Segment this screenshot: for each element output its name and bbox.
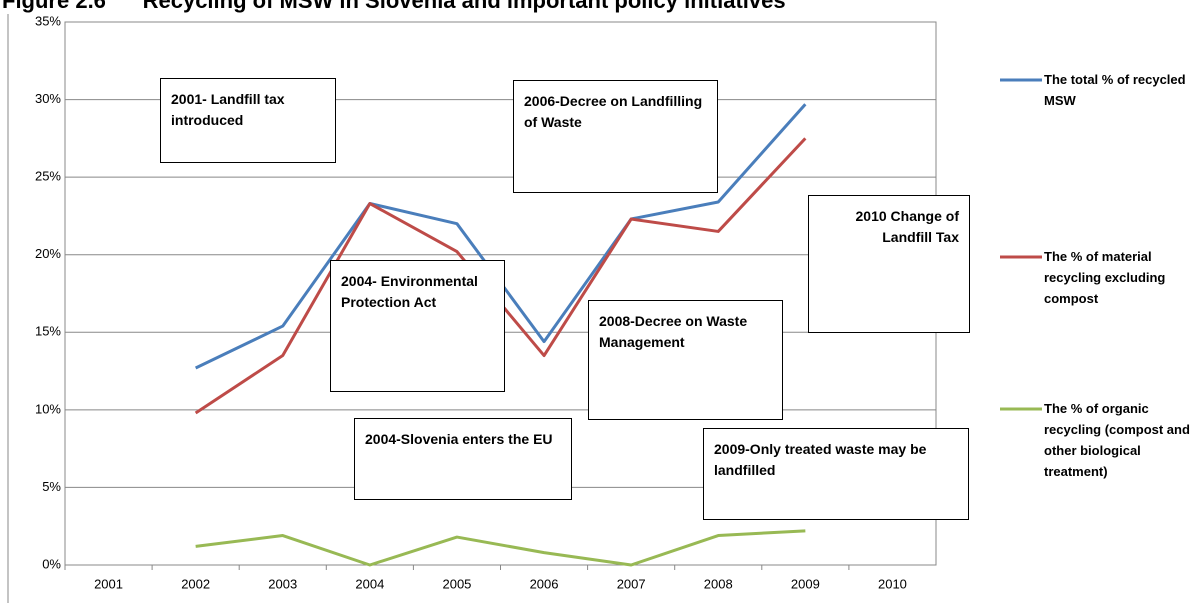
y-tick-label: 25% <box>35 169 61 184</box>
x-tick-label: 2004 <box>355 576 384 591</box>
x-tick-label: 2003 <box>268 576 297 591</box>
y-tick-label: 15% <box>35 324 61 339</box>
y-tick-label: 20% <box>35 246 61 261</box>
annotation: 2008-Decree on Waste Management <box>588 300 783 420</box>
y-tick-label: 35% <box>35 13 61 28</box>
y-tick-label: 30% <box>35 91 61 106</box>
series-line <box>195 529 806 567</box>
x-tick-label: 2001 <box>94 576 123 591</box>
y-tick-label: 10% <box>35 401 61 416</box>
legend-label: The % of material recycling excluding co… <box>1044 249 1166 306</box>
annotation: 2004-Slovenia enters the EU <box>354 418 572 500</box>
y-tick-label: 0% <box>42 556 61 571</box>
x-tick-label: 2008 <box>704 576 733 591</box>
x-tick-label: 2006 <box>530 576 559 591</box>
legend-label: The % of organic recycling (compost and … <box>1044 401 1190 479</box>
x-tick-label: 2009 <box>791 576 820 591</box>
x-tick-label: 2002 <box>181 576 210 591</box>
x-tick-label: 2010 <box>878 576 907 591</box>
annotation: 2006-Decree on Landfilling of Waste <box>513 80 718 193</box>
annotation: 2001- Landfill tax introduced <box>160 78 336 163</box>
chart-title: Figure 2.6 Recycling of MSW in Slovenia … <box>2 0 786 13</box>
y-tick-label: 5% <box>42 479 61 494</box>
legend-label: The total % of recycled MSW <box>1044 72 1186 108</box>
annotation: 2010 Change of Landfill Tax <box>808 195 970 333</box>
annotation: 2004- Environmental Protection Act <box>330 260 505 392</box>
x-tick-label: 2007 <box>617 576 646 591</box>
annotation: 2009-Only treated waste may be landfille… <box>703 428 969 520</box>
x-tick-label: 2005 <box>442 576 471 591</box>
